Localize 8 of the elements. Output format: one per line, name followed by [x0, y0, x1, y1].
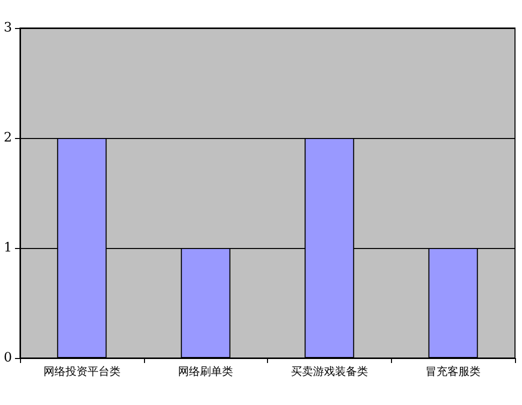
x-tick-label: 买卖游戏装备类 [290, 365, 368, 378]
x-tick-label: 网络刷单类 [178, 365, 234, 378]
y-tick-label: 1 [4, 240, 12, 256]
y-tick-label: 2 [4, 130, 12, 146]
x-tick-label: 网络投资平台类 [43, 365, 120, 378]
y-tick-label: 0 [4, 350, 12, 366]
x-tick-label: 冒充客服类 [426, 365, 481, 378]
y-tick-label: 3 [4, 20, 12, 36]
